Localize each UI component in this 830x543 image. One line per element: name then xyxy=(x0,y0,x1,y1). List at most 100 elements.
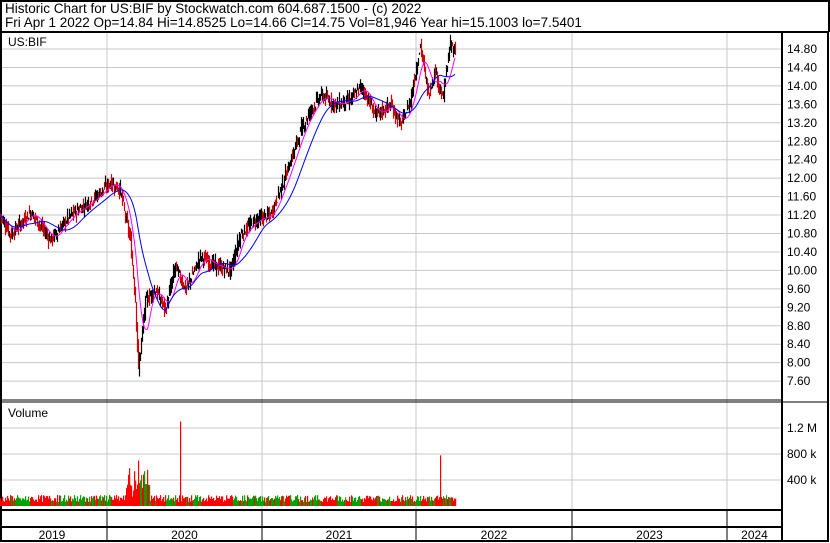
volume-bar xyxy=(191,495,193,506)
volume-bar xyxy=(222,496,224,506)
volume-bar xyxy=(345,497,347,506)
volume-bar xyxy=(100,495,102,506)
volume-bar xyxy=(22,498,24,506)
volume-bar xyxy=(126,488,128,506)
volume-bar xyxy=(200,496,202,506)
volume-bar xyxy=(321,500,323,506)
volume-bar xyxy=(73,499,75,506)
x-tick-label: 2024 xyxy=(741,528,768,542)
volume-bar xyxy=(149,484,151,506)
volume-bar xyxy=(72,498,74,506)
volume-bar xyxy=(285,498,287,506)
quote-summary: Fri Apr 1 2022 Op=14.84 Hi=14.8525 Lo=14… xyxy=(5,15,582,30)
volume-bar xyxy=(144,471,146,506)
volume-bar xyxy=(142,487,144,506)
volume-tick-label: 1.2 M xyxy=(787,421,817,435)
volume-bar xyxy=(320,501,322,506)
volume-bar xyxy=(406,500,408,506)
volume-bar xyxy=(44,496,46,506)
volume-bar xyxy=(441,496,443,506)
volume-bar xyxy=(300,496,302,506)
price-tick-label: 12.40 xyxy=(787,153,817,167)
volume-bar xyxy=(154,495,156,506)
volume-bar xyxy=(407,496,409,506)
volume-bar xyxy=(76,501,78,506)
volume-bar xyxy=(449,497,451,506)
volume-bar xyxy=(42,501,44,506)
volume-bar xyxy=(204,501,206,506)
volume-bar xyxy=(67,501,69,506)
volume-bar xyxy=(109,494,111,506)
volume-bar xyxy=(380,501,382,506)
volume-bar xyxy=(16,498,18,506)
volume-bar xyxy=(132,496,134,506)
volume-bar xyxy=(410,495,412,506)
volume-bar xyxy=(316,500,318,506)
volume-bar xyxy=(133,490,135,506)
volume-bar xyxy=(358,496,360,506)
volume-bar xyxy=(343,501,345,506)
volume-bar xyxy=(88,502,90,506)
volume-bar xyxy=(71,501,73,506)
volume-bar xyxy=(247,495,249,506)
volume-bar xyxy=(110,496,112,506)
volume-bar xyxy=(141,475,143,506)
volume-bar xyxy=(20,498,22,506)
volume-bar xyxy=(2,496,4,506)
chart-frame xyxy=(0,31,829,542)
volume-bar xyxy=(19,498,21,506)
volume-bar xyxy=(114,495,116,506)
volume-bar xyxy=(198,501,200,506)
volume-bar xyxy=(254,496,256,506)
volume-bar xyxy=(433,500,435,506)
volume-bar xyxy=(206,498,208,506)
price-tick-label: 11.60 xyxy=(787,190,816,204)
volume-bar xyxy=(38,495,40,506)
volume-bar xyxy=(371,499,373,506)
volume-bar xyxy=(106,495,108,506)
volume-bar xyxy=(373,497,375,506)
volume-bar xyxy=(268,495,270,506)
volume-bar xyxy=(122,499,124,506)
volume-bar xyxy=(305,496,307,506)
volume-bar xyxy=(218,497,220,506)
volume-bar xyxy=(94,495,96,506)
volume-bar xyxy=(26,500,28,506)
volume-bar xyxy=(289,495,291,506)
volume-bar xyxy=(297,495,299,506)
volume-bar xyxy=(315,495,317,506)
volume-bar xyxy=(64,495,66,506)
volume-bar xyxy=(179,495,181,506)
volume-bar xyxy=(83,496,85,506)
volume-bar xyxy=(400,501,402,506)
volume-bar xyxy=(148,484,150,506)
volume-bar xyxy=(368,498,370,506)
volume-bar xyxy=(279,497,281,506)
volume-bar xyxy=(422,499,424,506)
volume-bar xyxy=(296,496,298,506)
volume-bar xyxy=(417,496,419,506)
volume-bar xyxy=(401,497,403,506)
volume-bar xyxy=(409,497,411,506)
volume-bar xyxy=(160,495,162,506)
volume-bar xyxy=(117,499,119,506)
chart-header: Historic Chart for US:BIF by Stockwatch.… xyxy=(0,0,830,32)
volume-bar xyxy=(336,495,338,506)
volume-bar xyxy=(56,501,58,506)
price-tick-label: 12.80 xyxy=(787,134,817,148)
volume-bar xyxy=(63,498,65,506)
volume-bar xyxy=(425,498,427,506)
volume-bar xyxy=(59,495,61,506)
volume-bar xyxy=(178,502,180,506)
volume-bar xyxy=(344,500,346,506)
volume-bar xyxy=(374,499,376,506)
volume-bar xyxy=(340,497,342,506)
volume-bar xyxy=(423,495,425,506)
volume-bar xyxy=(95,499,97,506)
volume-bar xyxy=(86,497,88,506)
volume-bar xyxy=(115,498,117,506)
volume-bar xyxy=(306,502,308,506)
volume-bar xyxy=(246,501,248,506)
volume-bar xyxy=(282,495,284,506)
volume-bar xyxy=(382,498,384,506)
